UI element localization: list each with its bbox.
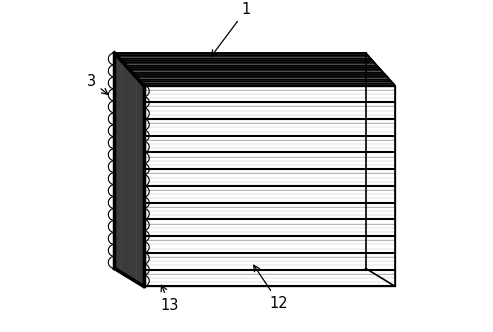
Polygon shape	[114, 53, 143, 286]
Text: 13: 13	[161, 285, 179, 313]
Polygon shape	[143, 86, 395, 286]
Text: 3: 3	[87, 74, 108, 94]
Polygon shape	[114, 53, 395, 86]
Text: 12: 12	[254, 265, 288, 310]
Text: 1: 1	[211, 2, 251, 56]
